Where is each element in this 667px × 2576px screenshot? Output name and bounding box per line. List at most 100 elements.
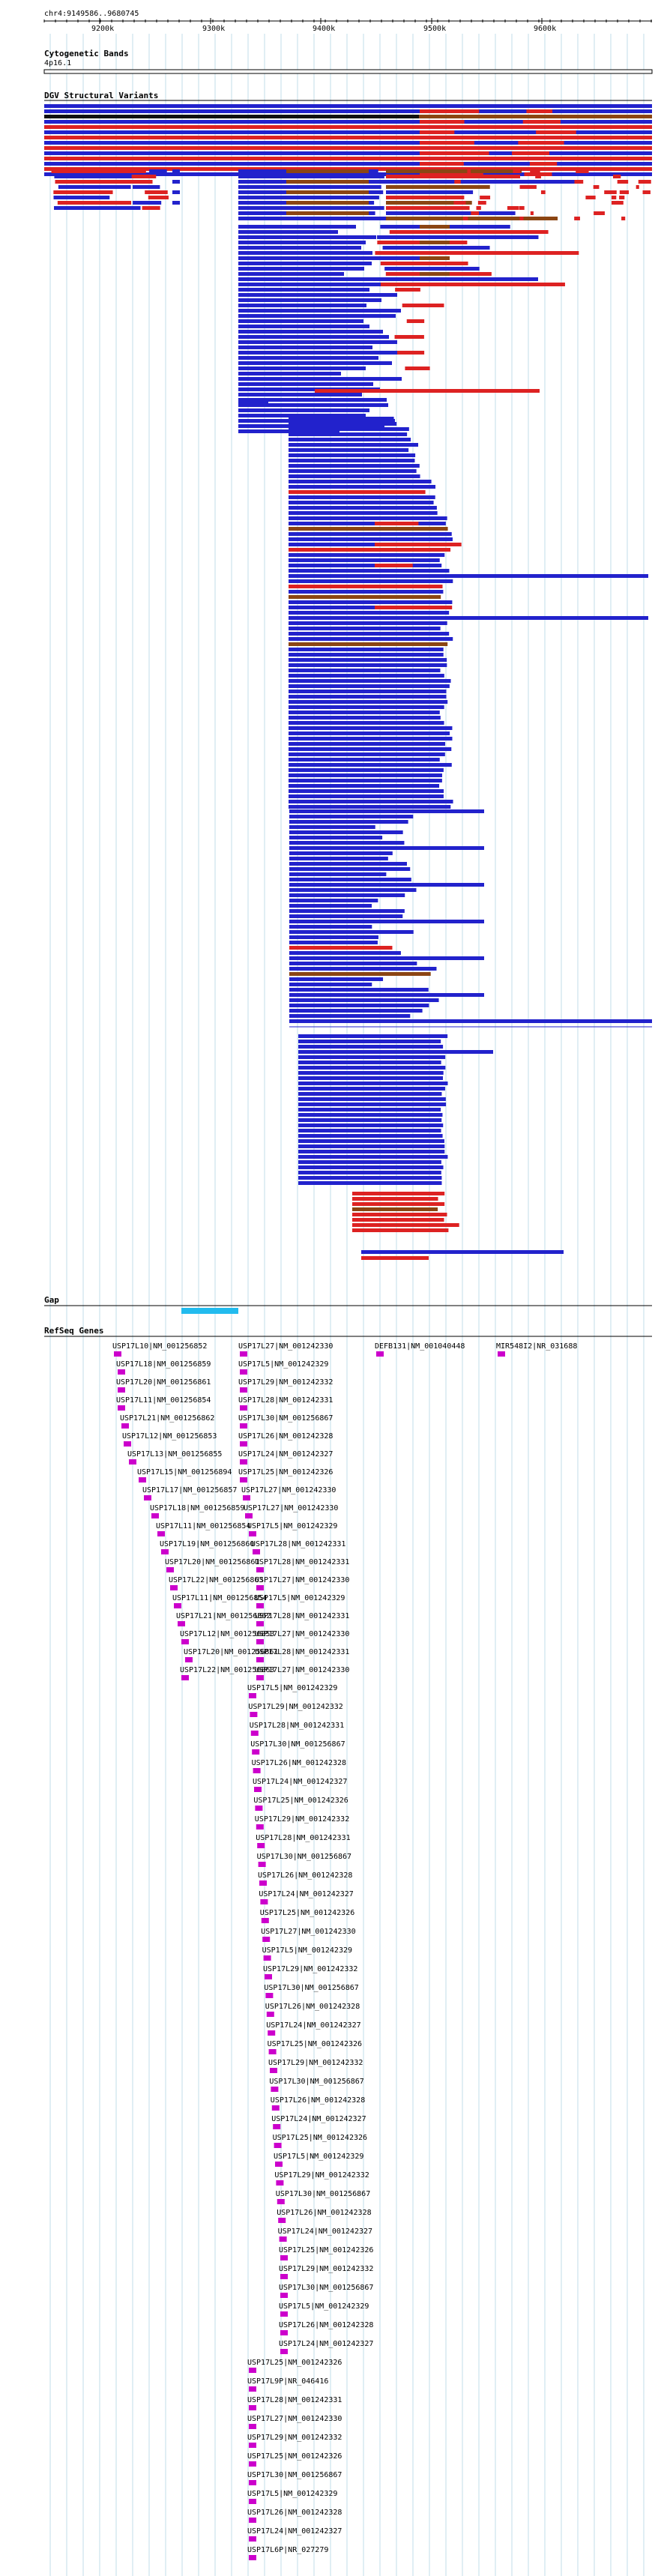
gene-label[interactable]: USP17L28|NM_001242331	[255, 1648, 350, 1656]
gene-label[interactable]: USP17L28|NM_001242331	[256, 1834, 351, 1842]
track-title-cytobands[interactable]: Cytogenetic Bands	[44, 49, 129, 58]
gene-label[interactable]: USP17L27|NM_001242330	[255, 1630, 350, 1638]
gene-label[interactable]: USP17L29|NM_001242332	[248, 1703, 343, 1711]
gene-label[interactable]: USP17L25|NM_001242326	[279, 2246, 374, 2254]
gene-label[interactable]: USP17L20|NM_001256861	[165, 1558, 260, 1566]
gene-label[interactable]: USP17L13|NM_001256855	[127, 1450, 223, 1459]
gene-label[interactable]: USP17L29|NM_001242332	[238, 1378, 334, 1387]
sv-feature	[238, 367, 366, 370]
gene-label[interactable]: USP17L26|NM_001242328	[277, 2209, 372, 2217]
gene-label[interactable]: USP17L28|NM_001242331	[238, 1396, 334, 1405]
sv-feature	[238, 206, 384, 210]
gene-label[interactable]: USP17L24|NM_001242327	[271, 2115, 366, 2123]
gene-label[interactable]: USP17L10|NM_001256852	[112, 1342, 208, 1351]
gene-label[interactable]: USP17L11|NM_001256854	[172, 1594, 268, 1602]
gene-label[interactable]: USP17L27|NM_001242330	[247, 2415, 342, 2423]
gene-label[interactable]: USP17L29|NM_001242332	[274, 2171, 369, 2180]
gene-label[interactable]: USP17L29|NM_001242332	[254, 1815, 350, 1824]
gene-label[interactable]: USP17L28|NM_001242331	[255, 1558, 350, 1566]
gene-label[interactable]: USP17L30|NM_001256867	[269, 2078, 364, 2086]
gene-label[interactable]: USP17L28|NM_001242331	[247, 2396, 342, 2404]
gene-label[interactable]: USP17L22|NM_001256863	[169, 1576, 264, 1584]
gene-label[interactable]: USP17L25|NM_001242326	[259, 1909, 355, 1917]
gene-label[interactable]: USP17L30|NM_001256867	[247, 2471, 342, 2479]
gene-label[interactable]: USP17L25|NM_001242326	[253, 1797, 348, 1805]
gene-label[interactable]: DEFB131|NM_001040448	[375, 1342, 465, 1351]
gene-label[interactable]: USP17L30|NM_001256867	[264, 1984, 359, 1992]
track-title-dgv[interactable]: DGV Structural Variants	[44, 91, 159, 100]
gene-label[interactable]: USP17L9P|NR_046416	[247, 2377, 329, 2386]
gene-label[interactable]: USP17L5|NM_001242329	[247, 1684, 338, 1692]
gene-label[interactable]: USP17L27|NM_001242330	[238, 1342, 334, 1351]
gene-label[interactable]: USP17L25|NM_001242326	[247, 2452, 342, 2461]
gene-label[interactable]: USP17L15|NM_001256894	[137, 1468, 232, 1476]
gene-label[interactable]: USP17L5|NM_001242329	[262, 1946, 353, 1955]
sv-feature	[289, 768, 444, 772]
gene-label[interactable]: USP17L24|NM_001242327	[238, 1450, 334, 1459]
gene-label[interactable]: USP17L5|NM_001242329	[238, 1360, 329, 1369]
gene-label[interactable]: USP17L5|NM_001242329	[247, 2490, 338, 2498]
gene-label[interactable]: USP17L24|NM_001242327	[247, 2527, 342, 2536]
sv-feature	[289, 632, 450, 636]
gene-label[interactable]: USP17L20|NM_001256861	[116, 1378, 211, 1387]
gene-label[interactable]: USP17L26|NM_001242328	[270, 2096, 366, 2105]
gene-label[interactable]: USP17L28|NM_001242331	[251, 1540, 346, 1548]
track-title-refseq[interactable]: RefSeq Genes	[44, 1326, 104, 1336]
gene-label[interactable]: USP17L26|NM_001242328	[279, 2321, 374, 2329]
gene-label[interactable]: USP17L24|NM_001242327	[259, 1890, 354, 1898]
gene-label[interactable]: USP17L30|NM_001256867	[250, 1740, 345, 1749]
gene-label[interactable]: USP17L21|NM_001256862	[176, 1612, 271, 1620]
gene-label[interactable]: USP17L25|NM_001242326	[267, 2040, 363, 2048]
gene-label[interactable]: USP17L24|NM_001242327	[277, 2227, 373, 2236]
gene-label[interactable]: USP17L5|NM_001242329	[274, 2153, 364, 2161]
gene-label[interactable]: USP17L29|NM_001242332	[263, 1965, 358, 1973]
gene-label[interactable]: USP17L26|NM_001242328	[247, 2509, 342, 2517]
gene-label[interactable]: USP17L29|NM_001242332	[279, 2265, 374, 2273]
gene-label[interactable]: USP17L17|NM_001256857	[142, 1486, 238, 1494]
track-title-gap[interactable]: Gap	[44, 1295, 59, 1305]
gene-label[interactable]: USP17L28|NM_001242331	[255, 1612, 350, 1620]
gene-label[interactable]: USP17L6P|NR_027279	[247, 2546, 329, 2554]
gene-label[interactable]: USP17L12|NM_001256853	[122, 1432, 217, 1441]
sv-feature	[238, 293, 397, 297]
gene-label[interactable]: USP17L12|NM_001256853	[180, 1630, 275, 1638]
sv-feature	[289, 935, 378, 939]
gene-label[interactable]: USP17L24|NM_001242327	[279, 2340, 374, 2348]
gene-label[interactable]: USP17L29|NM_001242332	[268, 2059, 363, 2067]
gene-label[interactable]: USP17L26|NM_001242328	[258, 1871, 353, 1880]
gene-label[interactable]: USP17L22|NM_001256863	[180, 1666, 275, 1674]
gene-label[interactable]: USP17L5|NM_001242329	[279, 2302, 369, 2311]
gene-label[interactable]: USP17L26|NM_001242328	[251, 1759, 347, 1767]
gene-label[interactable]: USP17L30|NM_001256867	[275, 2190, 371, 2198]
gene-feature	[273, 2124, 281, 2129]
gene-label[interactable]: USP17L18|NM_001256859	[116, 1360, 211, 1369]
gene-label[interactable]: USP17L27|NM_001242330	[241, 1486, 336, 1494]
gene-label[interactable]: USP17L27|NM_001242330	[255, 1576, 350, 1584]
gene-label[interactable]: USP17L30|NM_001256867	[256, 1853, 352, 1861]
gene-label[interactable]: USP17L27|NM_001242330	[261, 1928, 356, 1936]
gene-label[interactable]: USP17L25|NM_001242326	[238, 1468, 334, 1476]
gene-label[interactable]: USP17L25|NM_001242326	[247, 2359, 342, 2367]
gene-label[interactable]: USP17L20|NM_001256861	[184, 1648, 279, 1656]
gene-label[interactable]: USP17L30|NM_001256867	[238, 1414, 334, 1423]
sv-feature	[238, 377, 402, 381]
gene-label[interactable]: USP17L26|NM_001242328	[238, 1432, 334, 1441]
gene-label[interactable]: USP17L24|NM_001242327	[266, 2021, 361, 2030]
gene-label[interactable]: USP17L19|NM_001256860	[160, 1540, 255, 1548]
gene-label[interactable]: USP17L25|NM_001242326	[272, 2134, 368, 2142]
gene-label[interactable]: USP17L27|NM_001242330	[255, 1666, 350, 1674]
gene-label[interactable]: USP17L27|NM_001242330	[244, 1504, 339, 1512]
gene-label[interactable]: USP17L5|NM_001242329	[255, 1594, 345, 1602]
gene-label[interactable]: USP17L28|NM_001242331	[249, 1722, 345, 1730]
gene-label[interactable]: USP17L24|NM_001242327	[253, 1778, 348, 1786]
gene-label[interactable]: USP17L30|NM_001256867	[279, 2284, 374, 2292]
gene-label[interactable]: USP17L21|NM_001256862	[120, 1414, 215, 1423]
gene-label[interactable]: USP17L26|NM_001242328	[265, 2003, 360, 2011]
sv-feature	[352, 1197, 438, 1201]
gene-label[interactable]: USP17L5|NM_001242329	[247, 1522, 338, 1530]
gene-label[interactable]: USP17L11|NM_001256854	[116, 1396, 211, 1405]
gene-label[interactable]: USP17L11|NM_001256854	[156, 1522, 251, 1530]
gene-label[interactable]: USP17L18|NM_001256859	[150, 1504, 245, 1512]
gene-label[interactable]: MIR548I2|NR_031688	[496, 1342, 578, 1351]
gene-label[interactable]: USP17L29|NM_001242332	[247, 2434, 342, 2442]
